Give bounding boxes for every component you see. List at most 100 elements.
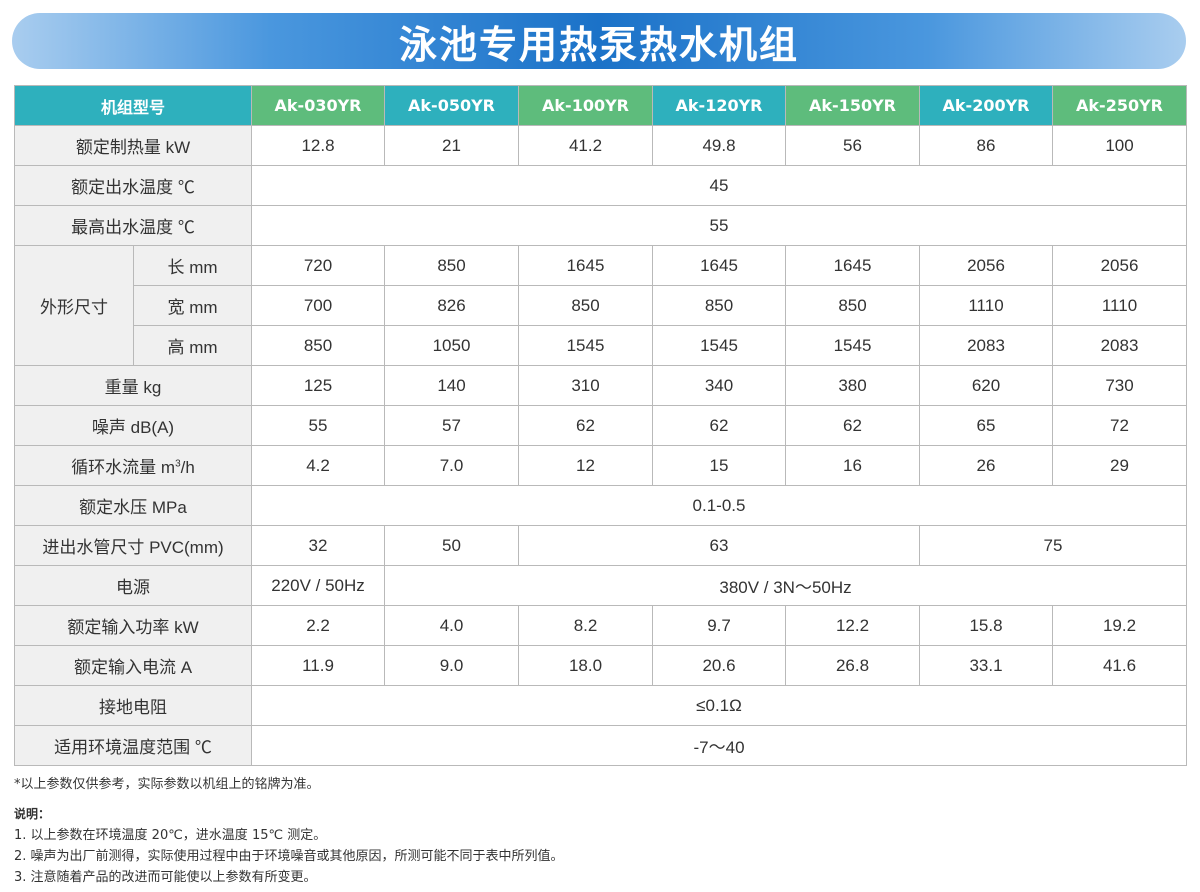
table-row-input-power: 额定输入功率 kW 2.2 4.0 8.2 9.7 12.2 15.8 19.2 [13,605,1188,646]
table-row-pipe: 进出水管尺寸 PVC(mm) 32 50 63 75 [13,525,1188,566]
row-label: 循环水流量 m3/h [13,445,253,486]
table-cell: 45 [251,165,1188,206]
table-cell: 1050 [384,325,520,366]
row-label: 进出水管尺寸 PVC(mm) [13,525,253,566]
header-model: Ak-250YR [1052,85,1188,126]
note-item-1: 1. 以上参数在环境温度 20℃，进水温度 15℃ 测定。 [14,828,327,843]
table-cell: 12.8 [251,125,386,166]
table-cell: 12.2 [785,605,921,646]
table-row-max-temp: 最高出水温度 ℃ 55 [13,205,1188,246]
table-cell: 850 [384,245,520,286]
header-model: Ak-030YR [251,85,386,126]
header-label: 机组型号 [13,85,253,126]
table-cell: 62 [518,405,654,446]
note-item-2: 2. 噪声为出厂前测得，实际使用过程中由于环境噪音或其他原因，所测可能不同于表中… [14,849,564,864]
table-cell: 125 [251,365,386,406]
table-cell: -7～40 [251,725,1188,766]
flow-label-sup: 3 [175,458,181,470]
table-cell: 19.2 [1052,605,1188,646]
table-cell: 730 [1052,365,1188,406]
table-cell: 50 [384,525,520,566]
header-model: Ak-120YR [652,85,787,126]
table-cell: 8.2 [518,605,654,646]
title-banner: 泳池专用热泵热水机组 [12,13,1186,69]
table-row-flow: 循环水流量 m3/h 4.2 7.0 12 15 16 26 29 [13,445,1188,486]
flow-label-suffix: /h [180,458,195,477]
table-cell: 1645 [518,245,654,286]
table-cell: 850 [518,285,654,326]
table-cell: 2.2 [251,605,386,646]
table-row-input-current: 额定输入电流 A 11.9 9.0 18.0 20.6 26.8 33.1 41… [13,645,1188,686]
table-cell: 4.0 [384,605,520,646]
table-cell: 850 [785,285,921,326]
row-label: 额定出水温度 ℃ [13,165,253,206]
row-label: 电源 [13,565,253,606]
header-model: Ak-100YR [518,85,654,126]
row-label: 额定水压 MPa [13,485,253,526]
table-header-row: 机组型号 Ak-030YR Ak-050YR Ak-100YR Ak-120YR… [13,85,1188,126]
table-cell: 41.6 [1052,645,1188,686]
table-cell: 1110 [919,285,1054,326]
table-cell: 2083 [919,325,1054,366]
table-cell: 21 [384,125,520,166]
table-cell: 15.8 [919,605,1054,646]
row-label: 额定制热量 kW [13,125,253,166]
table-cell: 0.1-0.5 [251,485,1188,526]
table-cell: 140 [384,365,520,406]
table-cell: 15 [652,445,787,486]
table-cell: 2083 [1052,325,1188,366]
table-cell: 57 [384,405,520,446]
flow-label-prefix: 循环水流量 m [71,458,176,477]
header-model: Ak-050YR [384,85,520,126]
table-cell: 620 [919,365,1054,406]
sub-label-length: 长 mm [132,245,253,286]
table-cell: 700 [251,285,386,326]
table-cell: 1645 [785,245,921,286]
table-cell: 72 [1052,405,1188,446]
header-model: Ak-150YR [785,85,921,126]
table-cell: 75 [919,525,1188,566]
table-cell: 56 [785,125,921,166]
table-cell: 7.0 [384,445,520,486]
table-row-outlet-temp: 额定出水温度 ℃ 45 [13,165,1188,206]
table-row-length: 外形尺寸 长 mm 720 850 1645 1645 1645 2056 20… [14,245,1188,366]
table-row-grounding: 接地电阻 ≤0.1Ω [13,685,1188,726]
table-row-power-supply: 电源 220V / 50Hz 380V / 3N～50Hz [13,565,1188,606]
table-cell: 62 [652,405,787,446]
table-cell: 100 [1052,125,1188,166]
table-cell: 55 [251,205,1188,246]
table-cell: 9.0 [384,645,520,686]
table-cell: 16 [785,445,921,486]
table-cell: 63 [518,525,921,566]
table-cell: 32 [251,525,386,566]
table-cell: 29 [1052,445,1188,486]
table-cell: 1545 [652,325,787,366]
table-row-heating: 额定制热量 kW 12.8 21 41.2 49.8 56 86 100 [13,125,1188,166]
table-cell: 41.2 [518,125,654,166]
table-cell: 826 [384,285,520,326]
table-row-pressure: 额定水压 MPa 0.1-0.5 [13,485,1188,526]
table-cell: 1110 [1052,285,1188,326]
table-cell: 62 [785,405,921,446]
table-cell: 33.1 [919,645,1054,686]
row-label: 重量 kg [13,365,253,406]
table-cell: 1645 [652,245,787,286]
table-cell: 49.8 [652,125,787,166]
table-cell: 55 [251,405,386,446]
table-cell: 720 [251,245,386,286]
sub-label-width: 宽 mm [132,285,253,326]
table-cell: 380V / 3N～50Hz [384,565,1188,606]
table-cell: 850 [251,325,386,366]
table-cell: 340 [652,365,787,406]
table-cell: 850 [652,285,787,326]
footnote: *以上参数仅供参考，实际参数以机组上的铭牌为准。 [14,777,320,792]
note-item-3: 3. 注意随着产品的改进而可能使以上参数有所变更。 [14,870,317,885]
sub-label-height: 高 mm [132,325,253,366]
table-cell: 380 [785,365,921,406]
table-row-ambient: 适用环境温度范围 ℃ -7～40 [13,725,1188,766]
row-label: 最高出水温度 ℃ [13,205,253,246]
table-cell: 20.6 [652,645,787,686]
notes-heading: 说明： [14,807,51,821]
row-label: 额定输入功率 kW [13,605,253,646]
table-cell: 18.0 [518,645,654,686]
